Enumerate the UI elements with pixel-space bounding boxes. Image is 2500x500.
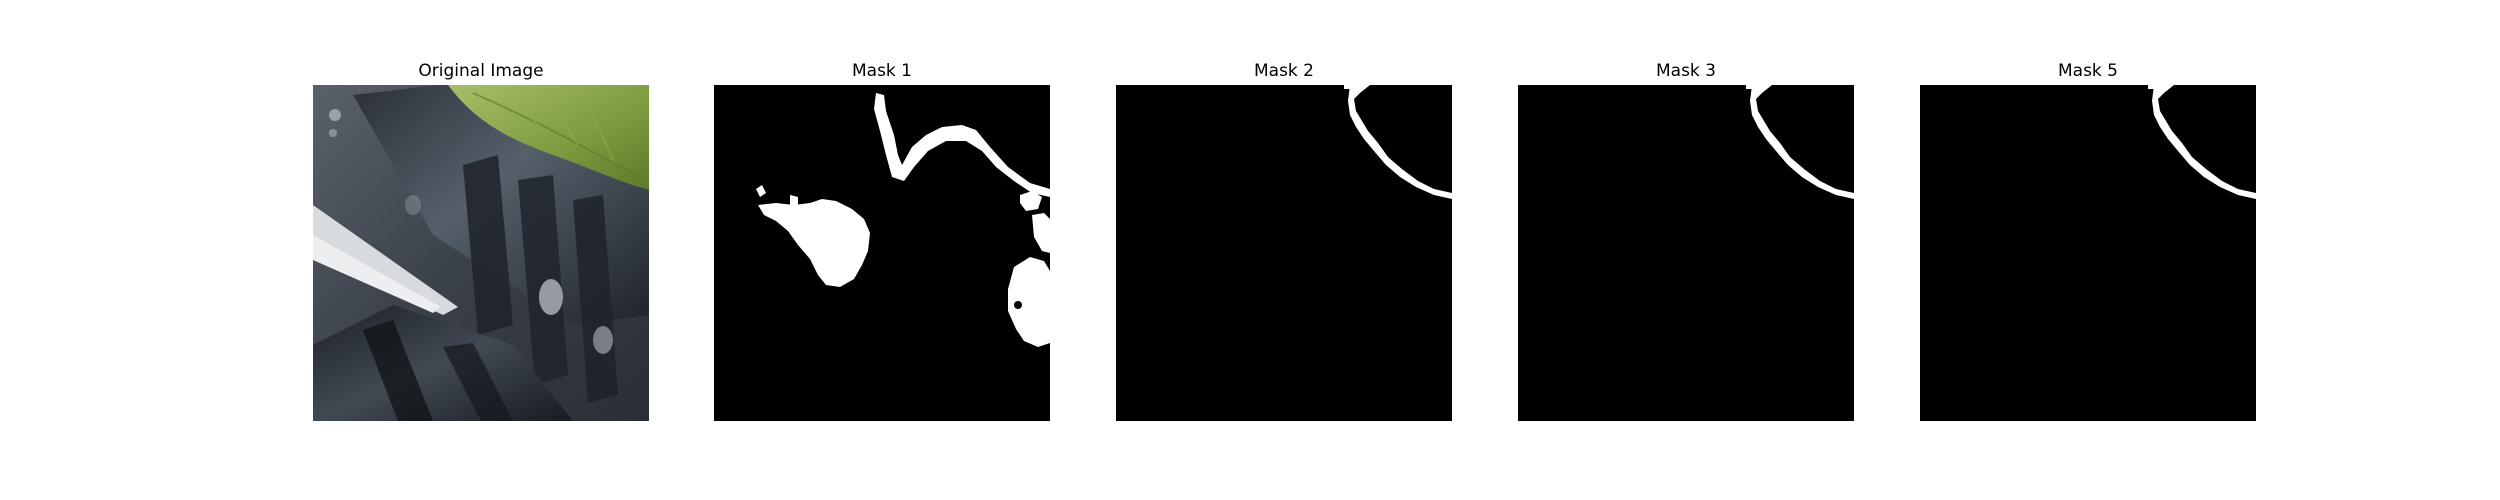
panel-mask-3: Mask 3 xyxy=(1518,0,1854,500)
original-photo xyxy=(313,85,649,421)
panel-mask-2: Mask 2 xyxy=(1116,0,1452,500)
panel-mask-1: Mask 1 xyxy=(714,0,1050,500)
mask-image xyxy=(1518,85,1854,421)
mask-image xyxy=(714,85,1050,421)
panel-title: Mask 3 xyxy=(1655,61,1716,81)
panel-title: Mask 2 xyxy=(1253,61,1314,81)
mask-image xyxy=(1116,85,1452,421)
panel-title: Original Image xyxy=(418,61,544,81)
panel-title: Mask 5 xyxy=(2057,61,2118,81)
panel-mask-5: Mask 5 xyxy=(1920,0,2256,500)
panel-original-image: Original Image xyxy=(313,0,649,500)
mask-image xyxy=(1920,85,2256,421)
panel-title: Mask 1 xyxy=(851,61,912,81)
